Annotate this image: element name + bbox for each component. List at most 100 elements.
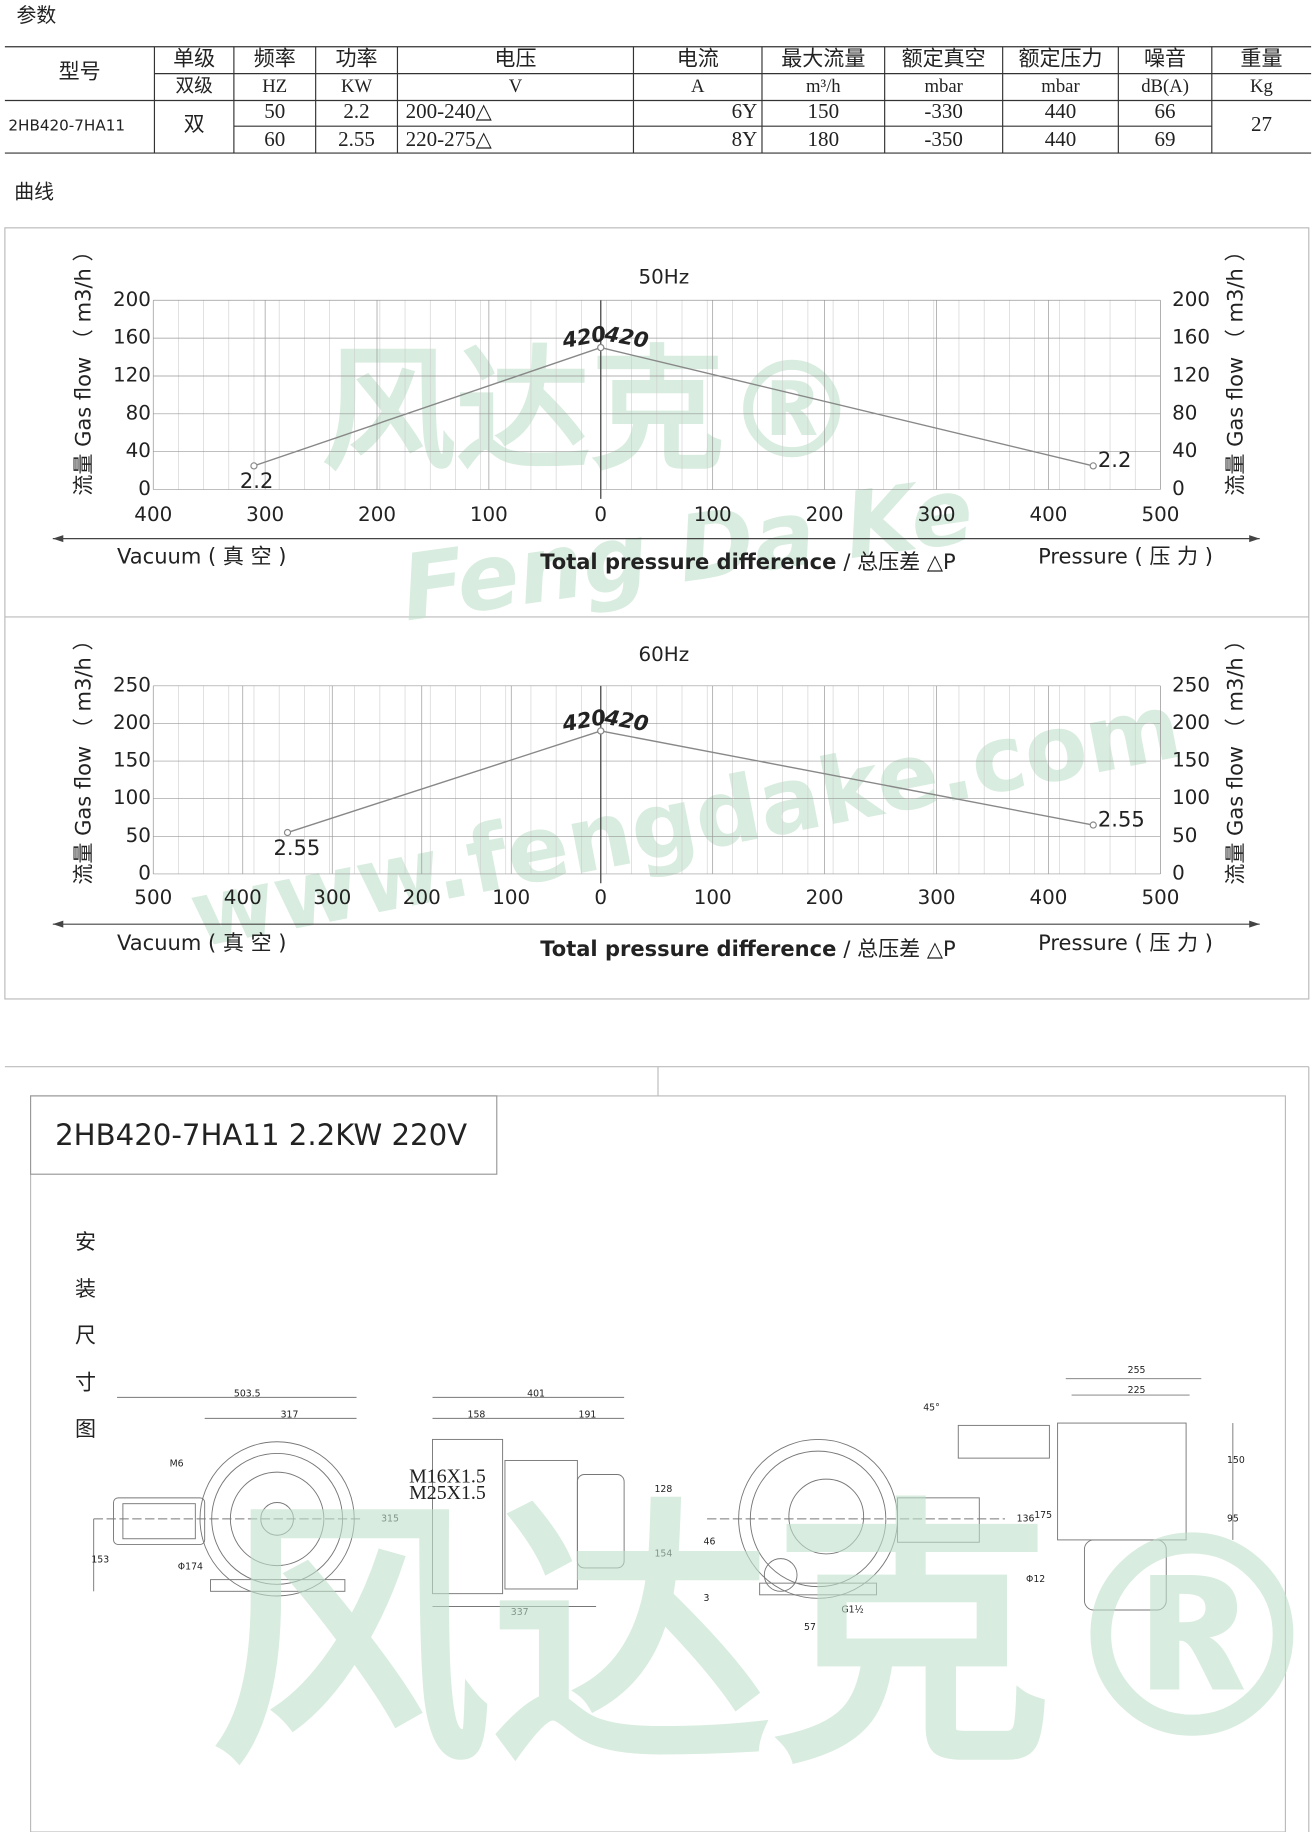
y-tick-label: 100 <box>1172 786 1210 809</box>
table-header: 型号 <box>59 59 101 83</box>
x-axis-label-main: Total pressure difference <box>540 549 836 574</box>
x-tick-label: 500 <box>1141 503 1179 526</box>
x-tick-label: 500 <box>134 886 172 909</box>
dimension-label: 136 <box>1017 1513 1035 1524</box>
x-axis-label-suffix: / 总压差 △P <box>843 936 955 961</box>
dimension-label: M25X1.5 <box>409 1482 486 1504</box>
y-tick-label: 150 <box>113 749 151 772</box>
axis-label: Pressure ( 压 力 ) <box>1038 543 1213 568</box>
table-unit: HZ <box>262 76 287 97</box>
dimension-label: 154 <box>654 1548 672 1559</box>
dimension-label: 3 <box>704 1593 710 1604</box>
table-header: 噪音 <box>1144 47 1186 71</box>
x-tick-label: 200 <box>806 886 844 909</box>
table-header: 最大流量 <box>781 47 865 71</box>
y-tick-label: 80 <box>126 401 151 424</box>
chart-frame <box>4 227 1310 1000</box>
chart: 60Hz 0 0 50 50 100 100 150 150 200 200 250 250 500 400… <box>52 630 1260 961</box>
table-header: 频率 <box>254 47 296 71</box>
data-point <box>1089 462 1097 470</box>
dimension-label: 46 <box>704 1537 716 1548</box>
vertical-label: 安 <box>75 1230 96 1254</box>
x-tick-label: 400 <box>1030 886 1068 909</box>
installation-section: 2HB420-7HA11 2.2KW 220V 安 装 尺 寸 图 <box>4 1066 1316 1832</box>
curve <box>253 346 601 467</box>
chart-title: 60Hz <box>639 643 690 666</box>
y-tick-label: 150 <box>1172 749 1210 772</box>
y-tick-label: 40 <box>1172 439 1197 462</box>
section-label: 参数 <box>17 5 57 27</box>
dimension-label: 503.5 <box>234 1388 261 1399</box>
x-tick-label: 100 <box>470 503 508 526</box>
y-tick-label: 0 <box>1172 861 1185 884</box>
x-tick-label: 300 <box>313 886 351 909</box>
x-tick-label: 200 <box>403 886 441 909</box>
table-cell: 69 <box>1155 127 1176 151</box>
dimension-label: 175 <box>1034 1510 1052 1521</box>
y-tick-label: 0 <box>138 477 151 500</box>
dimension-label: 45° <box>923 1402 940 1413</box>
watermark: 风达克® <box>211 1477 1316 1803</box>
point-label: 2.2 <box>1098 447 1131 472</box>
table-header: 额定压力 <box>1018 47 1102 71</box>
y-tick-label: 100 <box>113 786 151 809</box>
table-unit: mbar <box>1041 76 1080 97</box>
y-axis-label: 流量 Gas flow （ m3/h ） <box>1222 240 1247 495</box>
dimension-label: 401 <box>527 1388 545 1399</box>
dimension-label: 158 <box>468 1409 486 1420</box>
stage-cell: 双 <box>184 112 205 136</box>
dimension-label: 255 <box>1128 1365 1146 1376</box>
y-tick-label: 160 <box>113 326 151 349</box>
weight-cell: 27 <box>1251 112 1272 136</box>
dimension-label: M16X1.5 <box>409 1466 486 1488</box>
table-unit: A <box>691 76 705 97</box>
table-header: 重量 <box>1240 47 1282 71</box>
vertical-label: 寸 <box>75 1370 96 1394</box>
x-tick-label: 400 <box>134 503 172 526</box>
table-cell: 8Y <box>732 127 758 151</box>
axis-label: Pressure ( 压 力 ) <box>1038 930 1213 955</box>
x-tick-label: 0 <box>594 886 607 909</box>
data-point <box>1089 821 1097 829</box>
y-tick-label: 50 <box>1172 824 1197 847</box>
table-cell: -330 <box>924 99 963 123</box>
dimension-label: 317 <box>281 1409 299 1420</box>
x-tick-label: 400 <box>1030 503 1068 526</box>
table-cell: -350 <box>924 127 963 151</box>
y-tick-label: 200 <box>113 288 151 311</box>
table-cell: 50 <box>264 99 285 123</box>
dimension-label: Φ174 <box>178 1561 203 1572</box>
y-tick-label: 40 <box>126 439 151 462</box>
y-tick-label: 0 <box>138 861 151 884</box>
y-tick-label: 120 <box>1172 363 1210 386</box>
vertical-label: 尺 <box>75 1324 96 1348</box>
table-cell: 2.2 <box>343 99 369 123</box>
table-cell: 2.55 <box>338 127 375 151</box>
vertical-label: 图 <box>75 1417 96 1441</box>
table-unit: dB(A) <box>1141 76 1189 97</box>
y-tick-label: 200 <box>113 711 151 734</box>
dimension-label: 128 <box>654 1484 672 1495</box>
dimension-label: M6 <box>170 1458 184 1469</box>
y-tick-label: 80 <box>1172 401 1197 424</box>
y-axis-label: 流量 Gas flow （ m3/h ） <box>1222 630 1247 885</box>
table-cell: 200-240△ <box>406 99 493 123</box>
chart: 50Hz 0 0 40 40 80 80 120 120 160 160 200 200 400 300 20… <box>52 240 1260 574</box>
curve <box>287 730 601 834</box>
x-axis-label: Total pressure difference / 总压差 △P <box>540 936 955 961</box>
x-axis-label: Total pressure difference / 总压差 △P <box>540 549 955 574</box>
y-axis-label: 流量 Gas flow （ m3/h ） <box>70 240 95 495</box>
data-point <box>597 343 605 352</box>
dimension-label: 315 <box>381 1513 399 1524</box>
table-unit: mbar <box>924 76 963 97</box>
table-header: 电流 <box>677 47 719 71</box>
vertical-label: 装 <box>75 1277 96 1301</box>
dimension-label: 153 <box>91 1554 109 1565</box>
point-label: 2.2 <box>240 468 273 493</box>
model-cell: 2HB420-7HA11 <box>8 117 125 135</box>
table-unit: Kg <box>1250 76 1273 97</box>
x-tick-label: 200 <box>358 503 396 526</box>
table-cell: 440 <box>1045 127 1077 151</box>
